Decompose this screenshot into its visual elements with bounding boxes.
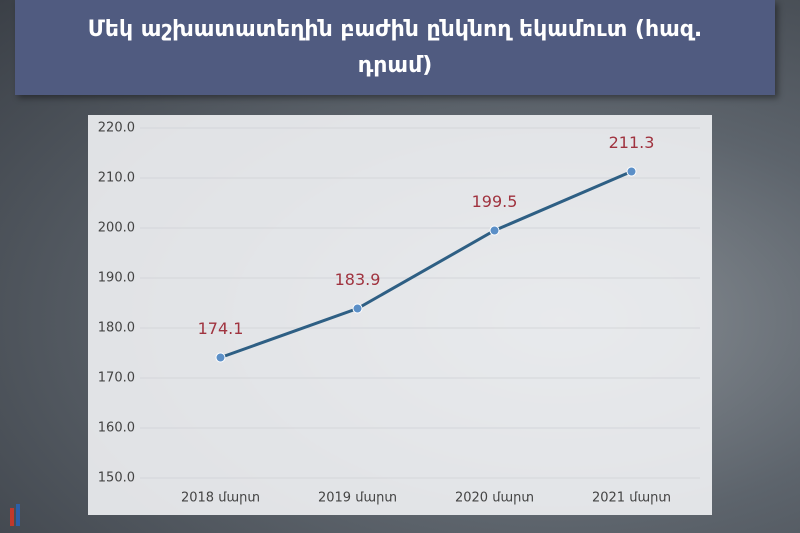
y-tick-label: 170.0 [98,371,135,386]
value-label: 211.3 [609,133,655,152]
y-tick-label: 190.0 [98,271,135,286]
chart-title: Մեկ աշխատատեղին բաժին ընկնող եկամուտ (հա… [87,16,703,78]
line [219,170,633,359]
y-tick-label: 150.0 [98,471,135,486]
y-tick-label: 180.0 [98,321,135,336]
point [489,225,500,236]
y-tick-label: 160.0 [98,421,135,436]
y-tick-label: 210.0 [98,171,135,186]
x-tick-label: 2019 մարտ [318,491,397,506]
value-label: 183.9 [335,270,381,289]
x-tick-label: 2018 մարտ [181,491,260,506]
y-tick-label: 220.0 [98,121,135,136]
x-tick-label: 2020 մարտ [455,491,534,506]
x-tick-label: 2021 մարտ [592,491,671,506]
point [626,166,637,177]
y-tick-label: 200.0 [98,221,135,236]
logo [16,504,20,526]
point [215,352,226,363]
value-label: 174.1 [198,319,244,338]
point [352,303,363,314]
logo [10,508,14,526]
title-banner: Մեկ աշխատատեղին բաժին ընկնող եկամուտ (հա… [15,0,775,95]
value-label: 199.5 [472,192,518,211]
